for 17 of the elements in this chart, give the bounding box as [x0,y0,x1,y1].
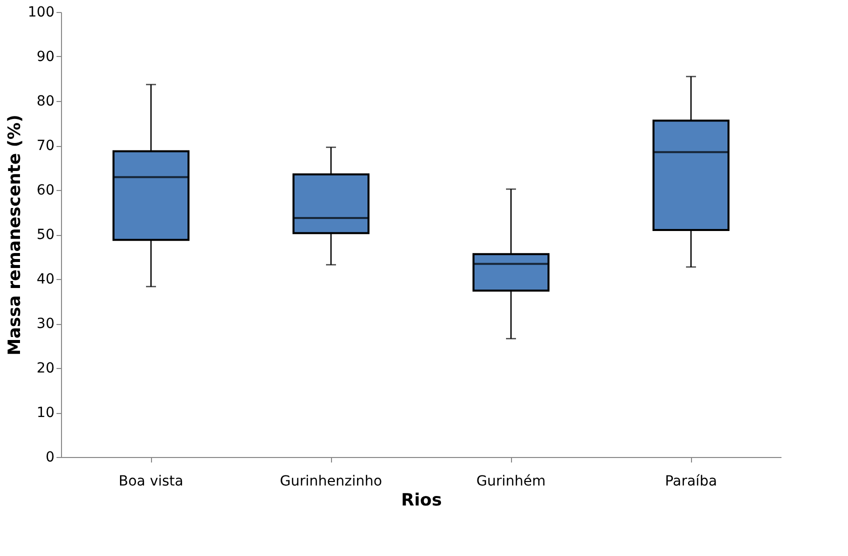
y-tick-label: 80 [36,94,54,110]
y-tick-label: 30 [36,316,54,332]
y-tick-label: 50 [36,227,54,243]
y-tick-label: 70 [36,138,54,154]
x-tick-label: Paraíba [664,474,718,490]
y-tick-label: 20 [36,360,54,376]
x-tick-label: Gurinhenzinho [280,474,382,490]
y-tick-label: 90 [36,49,54,65]
x-axis-title: Rios [401,490,442,510]
y-tick-label: 60 [36,182,54,198]
x-tick-label: Gurinhém [476,474,546,490]
y-axis-title: Massa remanescente (%) [4,114,25,356]
y-tick-label: 100 [28,4,54,20]
x-tick-label: Boa vista [118,474,184,490]
y-tick-label: 10 [36,405,54,421]
y-tick-label: 0 [46,450,54,466]
y-tick-label: 40 [36,272,54,288]
